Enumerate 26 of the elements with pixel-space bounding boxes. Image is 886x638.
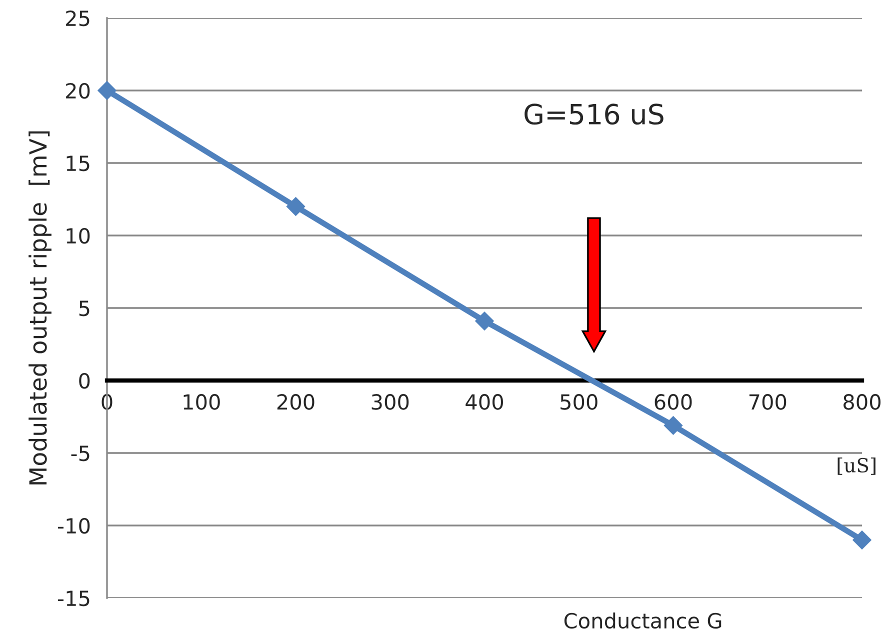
point [852, 530, 872, 550]
point [664, 416, 683, 435]
x-tick-label: 700 [749, 394, 786, 410]
point [98, 81, 116, 100]
y-tick-label: 10 [66, 228, 90, 244]
y-tick-label: 20 [66, 82, 90, 99]
y-tick-label: 25 [66, 10, 90, 26]
x-tick-label: 200 [277, 394, 314, 410]
y-tick-label: -15 [58, 590, 90, 606]
x-tick-label: 400 [466, 394, 503, 410]
annotation: [uS] [838, 458, 876, 475]
y-axis-title: Modulated output ripple [mV] [28, 131, 52, 484]
x-axis-title: Conductance G [564, 612, 722, 629]
y-tick-label: 0 [79, 372, 90, 389]
y-tick-label: -10 [58, 518, 90, 534]
y-tick-label: 5 [79, 300, 90, 316]
point [475, 312, 494, 330]
y-tick-label: 15 [66, 156, 90, 172]
annotation: G=516 uS [524, 104, 664, 125]
x-tick-label: 300 [372, 394, 409, 410]
y-tick-label: -5 [71, 446, 90, 462]
x-tick-label: 600 [654, 394, 692, 410]
x-tick-label: 800 [844, 394, 880, 410]
x-tick-label: 500 [560, 394, 598, 410]
point [286, 197, 306, 216]
x-tick-label: 100 [184, 394, 220, 410]
